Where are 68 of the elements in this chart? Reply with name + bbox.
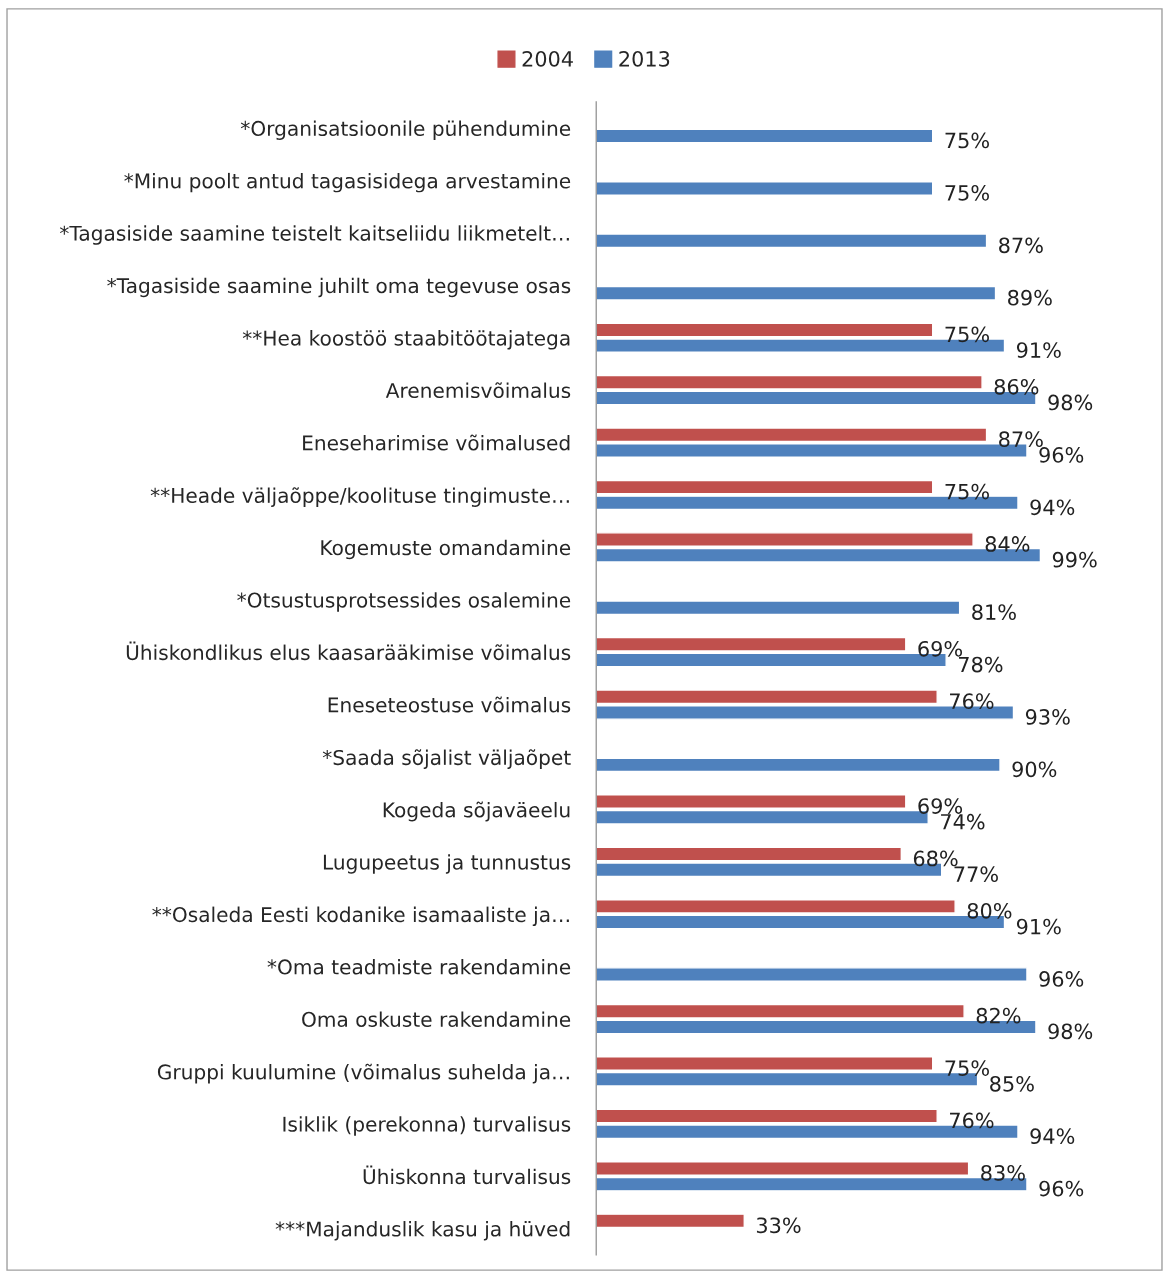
data-label: 82%: [976, 1007, 1021, 1024]
y-tick-label: Kogeda sõjaväeelu: [383, 801, 570, 822]
data-label: 99%: [1052, 551, 1097, 568]
data-label: 80%: [967, 902, 1012, 919]
data-label: 84%: [985, 536, 1030, 552]
y-tick-label: *Organisatsioonile pühendumine: [240, 120, 571, 140]
data-label: 75%: [945, 326, 989, 343]
data-label: 89%: [1008, 289, 1052, 306]
data-label: 75%: [945, 1060, 989, 1076]
y-tick-label: *Tagasiside saamine teistelt kaitseliidu liikmetelt…: [59, 225, 569, 245]
data-label: 33%: [756, 1217, 801, 1234]
bar: [596, 967, 1028, 982]
data-label: 83%: [981, 1164, 1025, 1181]
data-label: 90%: [1012, 761, 1057, 778]
data-label: 86%: [994, 378, 1039, 395]
data-label: 76%: [950, 1112, 994, 1129]
legend-label: 2004: [522, 50, 573, 67]
y-tick-label: **Heade väljaõppe/koolituse tingimuste…: [150, 487, 569, 507]
data-label: 69%: [918, 798, 963, 814]
data-label: 76%: [950, 693, 994, 710]
data-label: 93%: [1025, 709, 1070, 725]
data-label: 85%: [990, 1075, 1034, 1092]
data-label: 87%: [999, 237, 1043, 254]
data-label: 74%: [941, 813, 985, 830]
data-label: 96%: [1039, 1180, 1084, 1197]
data-label: 94%: [1030, 499, 1075, 516]
data-label: 98%: [1048, 394, 1093, 411]
data-label: 78%: [959, 656, 1003, 673]
y-tick-label: *Tagasiside saamine juhilt oma tegevuse osas: [107, 277, 571, 298]
bar: [596, 757, 1001, 773]
data-label: 96%: [1039, 971, 1084, 987]
data-label: 96%: [1039, 447, 1084, 463]
data-label: 77%: [954, 866, 998, 883]
y-tick-label: Ühiskondlikus elus kaasarääkimise võimalus: [126, 641, 571, 661]
y-tick-label: **Osaleda Eesti kodanike isamaaliste ja…: [152, 906, 569, 927]
data-label: 75%: [945, 483, 989, 500]
y-tick-label: ***Majanduslik kasu ja hüved: [275, 1221, 570, 1241]
y-tick-label: Eneseteostuse võimalus: [328, 696, 571, 713]
data-label: 68%: [913, 850, 958, 867]
bar: [596, 285, 997, 301]
y-tick-label: Lugupeetus ja tunnustus: [323, 854, 571, 874]
data-label: 87%: [999, 431, 1043, 448]
y-tick-label: *Minu poolt antud tagasisidega arvestamine: [124, 172, 571, 193]
bar: [596, 181, 934, 196]
y-tick-label: Oma oskuste rakendamine: [302, 1011, 571, 1027]
data-label: 94%: [1030, 1128, 1075, 1145]
y-tick-label: Gruppi kuulumine (võimalus suhelda ja…: [157, 1063, 569, 1084]
y-tick-label: Kogemuste omandamine: [321, 539, 571, 560]
data-label: 75%: [945, 184, 989, 201]
data-label: 81%: [972, 604, 1016, 620]
data-label: 98%: [1048, 1023, 1093, 1040]
y-tick-label: Isiklik (perekonna) turvalisus: [283, 1116, 571, 1136]
bar: [596, 128, 934, 144]
y-tick-label: *Otsustusprotsessides osalemine: [237, 592, 571, 612]
bar: [596, 1213, 745, 1229]
data-label: 91%: [1016, 342, 1061, 358]
y-tick-label: Ühiskonna turvalisus: [363, 1165, 571, 1185]
y-tick-label: Eneseharimise võimalused: [303, 434, 570, 451]
y-tick-label: *Saada sõjalist väljaõpet: [322, 749, 571, 770]
data-label: 75%: [945, 132, 989, 149]
legend-label: 2013: [619, 50, 670, 67]
y-tick-label: Arenemisvõimalus: [385, 382, 571, 399]
y-tick-label: *Oma teadmiste rakendamine: [267, 959, 571, 975]
data-label: 91%: [1016, 918, 1061, 935]
data-label: 69%: [918, 640, 963, 657]
bar: [596, 233, 988, 249]
bar: [596, 600, 961, 616]
y-tick-label: **Hea koostöö staabitöötajatega: [242, 330, 570, 350]
